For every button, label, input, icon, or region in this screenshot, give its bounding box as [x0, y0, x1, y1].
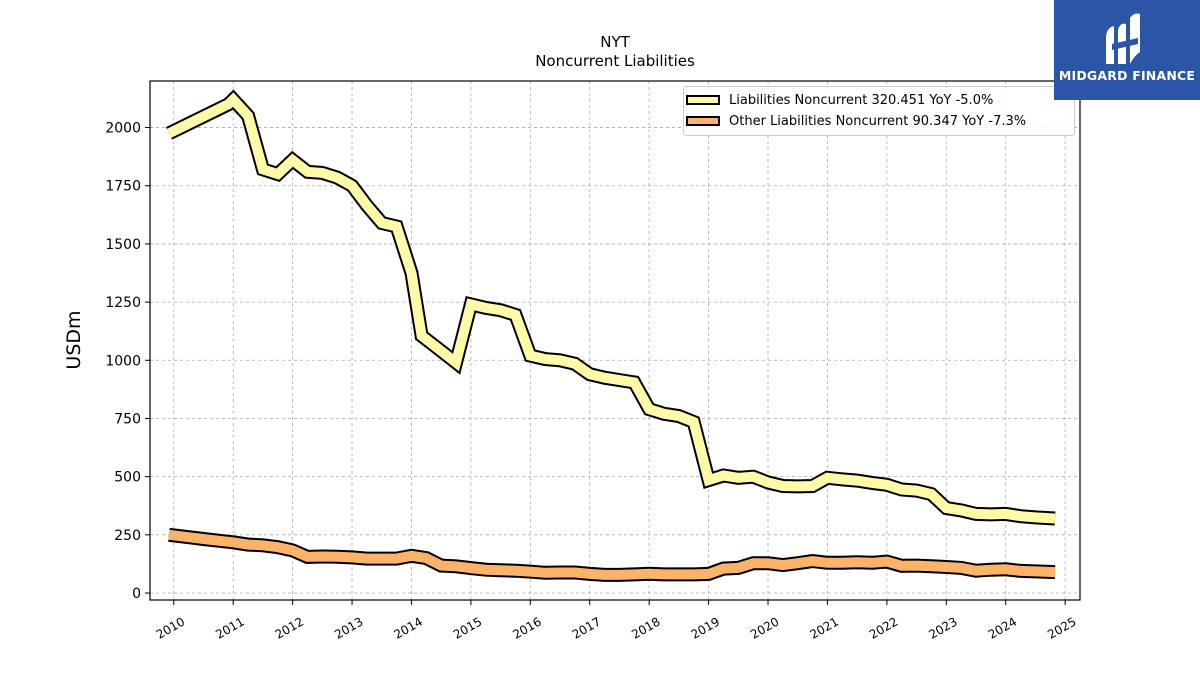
x-tick-label: 2023	[926, 614, 959, 641]
x-tick-label: 2012	[273, 614, 306, 641]
y-tick-label: 1750	[105, 179, 141, 195]
series-lines	[165, 89, 1056, 582]
legend-item: Other Liabilities Noncurrent 90.347 YoY …	[686, 111, 1026, 131]
brand-name: MIDGARD FINANCE	[1058, 68, 1196, 83]
legend-item: Liabilities Noncurrent 320.451 YoY -5.0%	[686, 90, 993, 110]
x-tick-label: 2025	[1045, 614, 1078, 641]
series-line	[166, 92, 1056, 524]
x-tick-label: 2014	[392, 614, 425, 641]
x-tick-label: 2021	[807, 614, 840, 641]
y-tick-label: 250	[114, 528, 141, 544]
chart-subtitle: Noncurrent Liabilities	[535, 52, 695, 70]
y-tick-label: 2000	[105, 121, 141, 137]
legend: Liabilities Noncurrent 320.451 YoY -5.0%…	[683, 86, 1075, 136]
x-tick-label: 2019	[689, 614, 722, 641]
y-tick-label: 0	[132, 586, 141, 602]
x-tick-label: 2017	[570, 614, 603, 641]
y-tick-label: 500	[114, 470, 141, 486]
x-tick-label: 2022	[867, 614, 900, 641]
x-tick-label: 2024	[986, 614, 1019, 641]
x-tick-label: 2013	[332, 614, 365, 641]
x-tick-label: 2020	[748, 614, 781, 641]
midgard-m-logo-icon	[1106, 13, 1140, 65]
x-tick-label: 2010	[154, 614, 187, 641]
plot-frame	[149, 80, 1081, 601]
y-axis-label: USDm	[63, 310, 85, 369]
y-tick-label: 1500	[105, 237, 141, 253]
legend-label: Liabilities Noncurrent 320.451 YoY -5.0%	[729, 92, 994, 108]
legend-swatch	[686, 95, 720, 105]
brand-logo: MIDGARD FINANCE	[1054, 0, 1200, 100]
chart-title: NYT	[600, 33, 630, 51]
x-tick-label: 2016	[510, 614, 543, 641]
y-axis: 0 250 500 750 1000 1250 1500 1750 2000	[105, 121, 150, 602]
x-axis: 2010 2011 2012 2013 2014 2015 2016 2017 2018 2019…	[154, 600, 1079, 642]
legend-swatch	[686, 116, 720, 126]
x-tick-label: 2011	[213, 614, 246, 641]
y-tick-label: 1000	[105, 353, 141, 369]
y-tick-label: 1250	[105, 295, 141, 311]
x-tick-label: 2018	[629, 614, 662, 641]
series-line	[168, 529, 1056, 580]
x-tick-label: 2015	[451, 614, 484, 641]
legend-label: Other Liabilities Noncurrent 90.347 YoY …	[729, 113, 1027, 129]
y-tick-label: 750	[114, 411, 141, 427]
